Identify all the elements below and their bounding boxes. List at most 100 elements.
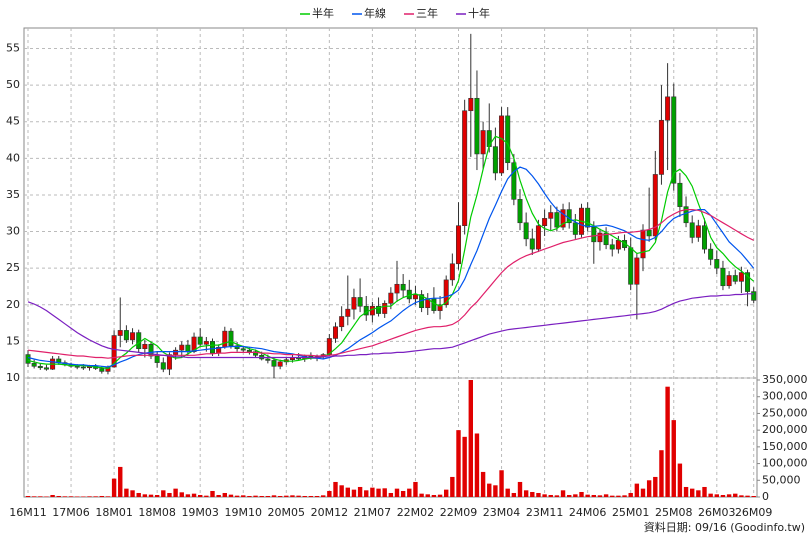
candle-body [468, 97, 474, 112]
candle-body [640, 229, 646, 259]
candle-body [339, 316, 345, 328]
volume-bar [56, 495, 61, 497]
volume-bar [536, 492, 541, 497]
candle-body [622, 240, 628, 248]
candle-body [714, 259, 720, 269]
candle-body [443, 279, 449, 306]
volume-bar [720, 494, 726, 497]
candle-body [160, 362, 166, 370]
y-tick-label: 50 [6, 78, 20, 91]
candle-body [412, 294, 418, 300]
volume-bar [253, 495, 258, 497]
candle-body [130, 332, 136, 341]
volume-bar [130, 490, 135, 497]
volume-bar [517, 481, 523, 497]
volume-bar [708, 493, 713, 497]
volume-bar [38, 496, 43, 497]
volume-bar [493, 485, 498, 497]
candle-body [345, 308, 351, 317]
candle-body [462, 110, 468, 226]
legend-label: 年線 [364, 6, 386, 20]
volume-bar [702, 486, 707, 497]
candle-body [37, 365, 43, 369]
candle-body [511, 162, 517, 200]
candle-body [535, 225, 541, 250]
candle-body [701, 225, 707, 250]
candle-body [548, 212, 554, 219]
volume-bar [603, 494, 609, 497]
volume-bar [265, 495, 271, 497]
volume-bar [284, 495, 289, 497]
candle-body [246, 349, 252, 352]
candle-body [677, 182, 683, 207]
volume-bar [376, 488, 381, 497]
volume-bar [622, 495, 627, 497]
candle-body [394, 283, 400, 294]
candle-body [173, 349, 179, 355]
candle-body [628, 247, 634, 285]
candle-body [31, 363, 37, 367]
volume-bar [616, 495, 621, 497]
volume-bar [296, 495, 301, 497]
volume-bar [400, 490, 406, 497]
y-tick-label: 45 [6, 115, 20, 128]
candle-body [609, 244, 615, 250]
volume-bar [579, 491, 584, 497]
candle-body [166, 354, 172, 370]
volume-bar [511, 492, 517, 497]
candle-body [523, 222, 529, 240]
volume-bar [216, 494, 221, 497]
candle-body [228, 330, 234, 347]
volume-bar [505, 488, 510, 497]
volume-bar [339, 485, 344, 497]
volume-bar [382, 488, 387, 497]
volume-bar [93, 496, 98, 497]
candle-body [560, 209, 566, 228]
volume-bar [646, 480, 652, 497]
candle-body [148, 344, 154, 357]
volume-bar [179, 492, 184, 497]
candle-body [99, 368, 105, 372]
candle-body [136, 332, 142, 350]
volume-bar [634, 483, 640, 497]
candle-body [646, 229, 652, 237]
volume-bar [659, 450, 664, 497]
candle-body [745, 272, 751, 292]
candle-body [111, 335, 117, 368]
volume-bar [585, 494, 590, 497]
volume-bar [523, 490, 529, 497]
volume-bar [683, 486, 689, 497]
y-tick-label: 10 [6, 371, 20, 384]
plot-frame [23, 27, 758, 498]
y2-tick-label: 150,000 [762, 440, 808, 453]
volume-bar [68, 496, 74, 497]
volume-bar [413, 481, 418, 497]
candle-body [554, 212, 560, 228]
volume-bar [431, 494, 437, 497]
volume-bar [677, 463, 683, 497]
y2-tick-label: 350,000 [762, 373, 808, 386]
volume-bar [154, 494, 160, 497]
volume-bar [357, 486, 363, 497]
volume-bar [277, 495, 283, 497]
volume-bar [142, 494, 148, 497]
candle-body [142, 344, 148, 350]
volume-bar [241, 495, 246, 497]
volume-bar [653, 476, 658, 497]
candle-body [542, 218, 548, 226]
ma-line [27, 135, 755, 370]
candle-body [240, 348, 246, 351]
y-tick-label: 55 [6, 42, 20, 55]
y-tick-label: 15 [6, 334, 20, 347]
volume-bar [394, 488, 400, 497]
x-tick-label: 19M03 [181, 506, 219, 519]
y2-tick-label: 300,000 [762, 390, 808, 403]
legend-label: 十年 [468, 6, 490, 20]
volume-bar [111, 478, 117, 497]
volume-bar [437, 494, 443, 497]
x-tick-label: 20M05 [268, 506, 306, 519]
candle-body [253, 351, 259, 356]
candle-body [388, 292, 394, 304]
x-tick-label: 22M09 [440, 506, 478, 519]
candle-body [474, 97, 480, 155]
